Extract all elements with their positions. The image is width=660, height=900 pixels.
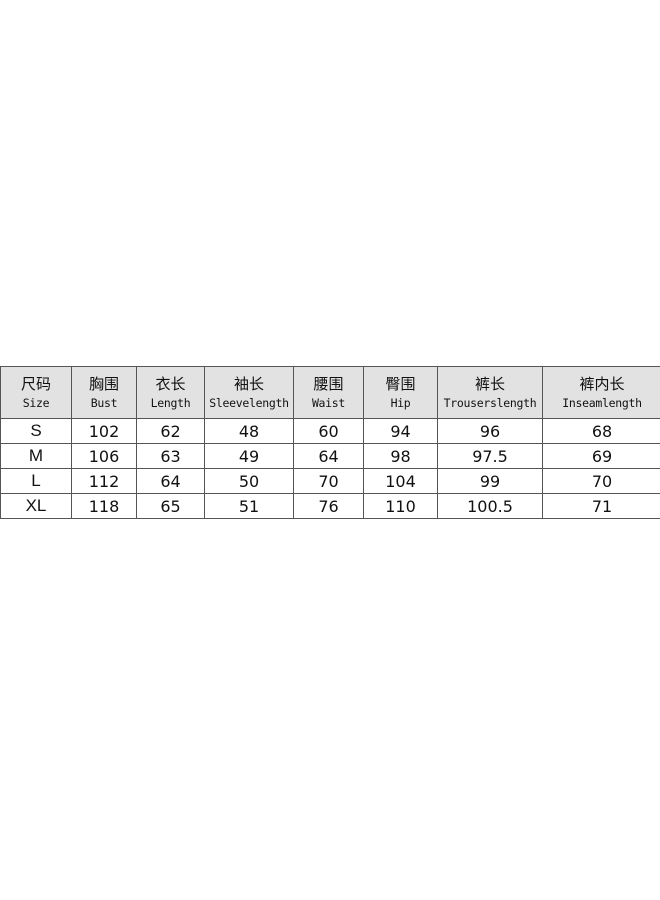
header-cn: 臀围 [385, 374, 416, 393]
header-en: Hip [390, 395, 411, 410]
header-en: Sleevelength [209, 395, 289, 410]
measurement-cell: 100.5 [437, 493, 543, 519]
measurement-cell: 49 [204, 443, 294, 469]
column-header: 裤内长 Inseamlength [542, 366, 660, 419]
header-cn: 腰围 [313, 374, 344, 393]
header-en: Waist [311, 395, 346, 410]
measurement-cell: 112 [71, 468, 137, 494]
header-en: Bust [90, 395, 118, 410]
table-row: L 112 64 50 70 104 99 70 [0, 468, 660, 494]
measurement-cell: 62 [136, 418, 205, 444]
measurement-cell: 98 [363, 443, 438, 469]
header-en: Trouserslength [443, 395, 537, 410]
header-cn: 胸围 [88, 374, 119, 393]
column-header: 尺码 Size [0, 366, 72, 419]
header-en: Length [150, 395, 191, 410]
column-header: 裤长 Trouserslength [437, 366, 543, 419]
table-row: XL 118 65 51 76 110 100.5 71 [0, 493, 660, 519]
measurement-cell: 70 [542, 468, 660, 494]
measurement-cell: 118 [71, 493, 137, 519]
measurement-cell: 63 [136, 443, 205, 469]
measurement-cell: 70 [293, 468, 364, 494]
measurement-cell: 97.5 [437, 443, 543, 469]
size-cell: L [0, 468, 72, 494]
measurement-cell: 60 [293, 418, 364, 444]
measurement-cell: 106 [71, 443, 137, 469]
measurement-cell: 48 [204, 418, 294, 444]
column-header: 袖长 Sleevelength [204, 366, 294, 419]
measurement-cell: 76 [293, 493, 364, 519]
size-cell: M [0, 443, 72, 469]
measurement-cell: 94 [363, 418, 438, 444]
measurement-cell: 68 [542, 418, 660, 444]
column-header: 腰围 Waist [293, 366, 364, 419]
header-cn: 袖长 [233, 374, 264, 393]
header-en: Size [22, 395, 50, 410]
header-cn: 尺码 [20, 374, 51, 393]
table-row: M 106 63 49 64 98 97.5 69 [0, 443, 660, 469]
header-row: 尺码 Size 胸围 Bust 衣长 Length 袖长 Sleevelength 腰围 Wais… [0, 366, 660, 419]
measurement-cell: 64 [136, 468, 205, 494]
measurement-cell: 51 [204, 493, 294, 519]
measurement-cell: 96 [437, 418, 543, 444]
measurement-cell: 71 [542, 493, 660, 519]
column-header: 胸围 Bust [71, 366, 137, 419]
measurement-cell: 65 [136, 493, 205, 519]
header-cn: 衣长 [155, 374, 186, 393]
column-header: 臀围 Hip [363, 366, 438, 419]
measurement-cell: 50 [204, 468, 294, 494]
size-cell: XL [0, 493, 72, 519]
header-cn: 裤内长 [579, 374, 625, 393]
table-row: S 102 62 48 60 94 96 68 [0, 418, 660, 444]
measurement-cell: 102 [71, 418, 137, 444]
size-cell: S [0, 418, 72, 444]
measurement-cell: 104 [363, 468, 438, 494]
column-header: 衣长 Length [136, 366, 205, 419]
measurement-cell: 99 [437, 468, 543, 494]
header-cn: 裤长 [474, 374, 505, 393]
size-chart-table: 尺码 Size 胸围 Bust 衣长 Length 袖长 Sleevelength 腰围 Wais… [0, 366, 660, 519]
header-en: Inseamlength [562, 395, 642, 410]
measurement-cell: 64 [293, 443, 364, 469]
measurement-cell: 69 [542, 443, 660, 469]
measurement-cell: 110 [363, 493, 438, 519]
